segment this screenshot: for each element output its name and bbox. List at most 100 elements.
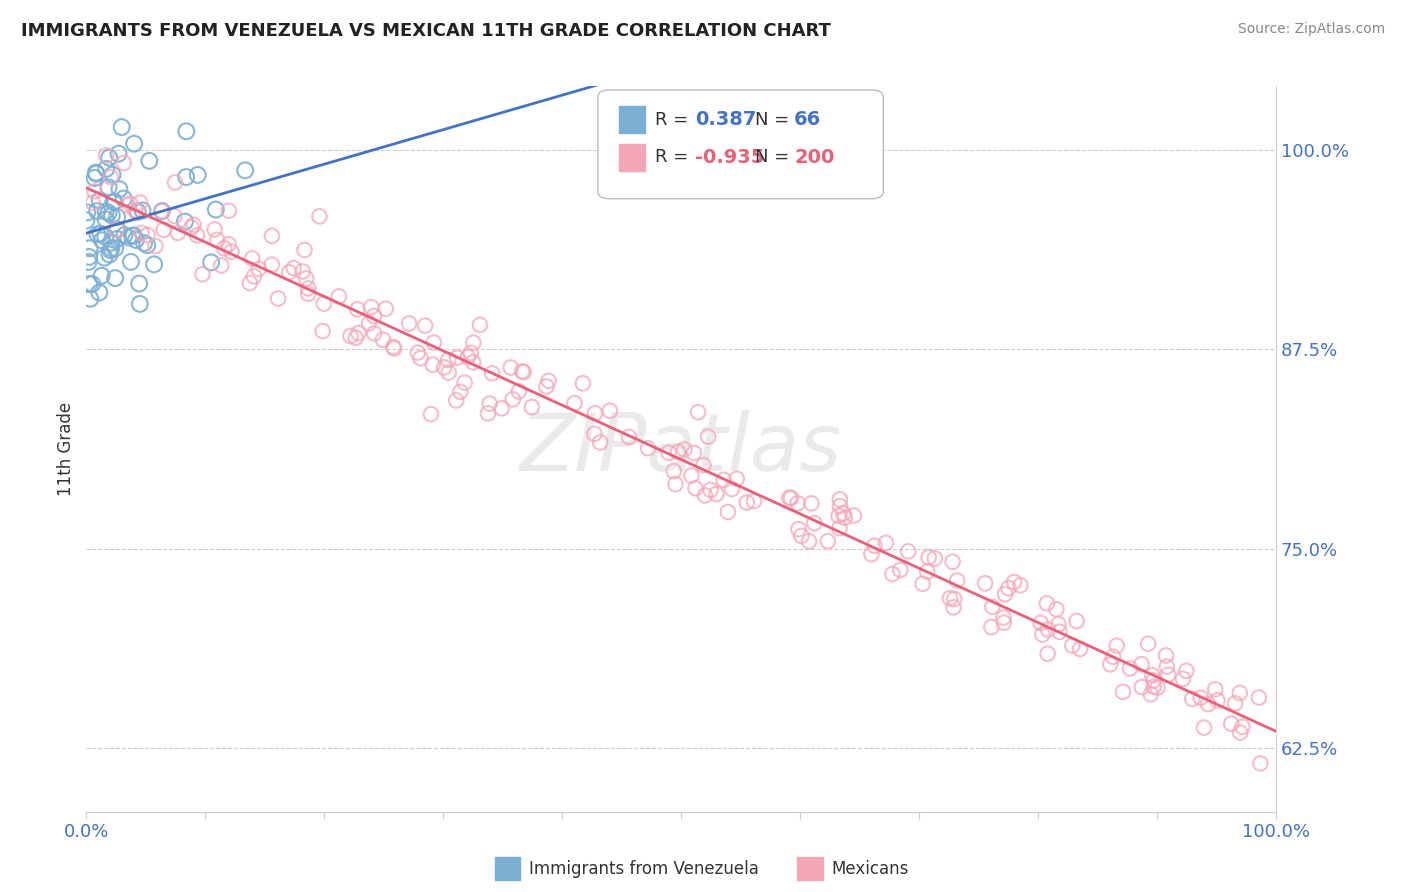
Point bbox=[993, 610, 1015, 624]
Point bbox=[617, 430, 640, 444]
Point bbox=[413, 318, 436, 333]
Point bbox=[997, 581, 1019, 595]
Point bbox=[1105, 639, 1128, 653]
Point bbox=[828, 521, 851, 535]
Point bbox=[502, 392, 524, 407]
Point bbox=[1137, 637, 1160, 651]
Point bbox=[267, 292, 290, 306]
Point bbox=[186, 228, 208, 243]
Point bbox=[981, 599, 1004, 614]
Point bbox=[939, 591, 962, 606]
Point bbox=[105, 210, 128, 224]
Point bbox=[1119, 661, 1142, 675]
Point bbox=[832, 507, 855, 521]
Point bbox=[564, 396, 586, 410]
Point bbox=[83, 170, 105, 185]
Point bbox=[583, 406, 606, 420]
FancyBboxPatch shape bbox=[619, 144, 645, 171]
Point bbox=[1002, 574, 1025, 589]
Point bbox=[209, 259, 232, 273]
Point bbox=[1102, 649, 1125, 664]
Point bbox=[163, 209, 186, 223]
Point bbox=[105, 223, 128, 237]
Point bbox=[1197, 697, 1219, 711]
Point bbox=[1069, 642, 1091, 657]
Point bbox=[260, 228, 283, 243]
Point bbox=[295, 271, 318, 285]
Point bbox=[446, 351, 468, 365]
Text: N =: N = bbox=[755, 148, 789, 167]
Point bbox=[382, 342, 405, 356]
Point bbox=[283, 260, 305, 275]
Point bbox=[786, 496, 808, 510]
Point bbox=[77, 255, 100, 269]
Point bbox=[537, 374, 560, 388]
Point bbox=[1036, 596, 1059, 610]
Point bbox=[742, 494, 765, 508]
Point bbox=[463, 355, 485, 369]
Text: IMMIGRANTS FROM VENEZUELA VS MEXICAN 11TH GRADE CORRELATION CHART: IMMIGRANTS FROM VENEZUELA VS MEXICAN 11T… bbox=[21, 22, 831, 40]
Point bbox=[446, 393, 468, 408]
Point bbox=[89, 193, 111, 207]
Point bbox=[93, 251, 115, 265]
Point bbox=[693, 488, 716, 502]
Point bbox=[453, 376, 475, 390]
Point bbox=[423, 335, 446, 350]
Point bbox=[572, 376, 595, 391]
Point bbox=[107, 146, 129, 161]
Point bbox=[863, 539, 886, 553]
Point bbox=[697, 429, 720, 443]
Point bbox=[658, 446, 681, 460]
Point bbox=[1229, 725, 1251, 739]
Point bbox=[108, 182, 131, 196]
Point bbox=[1029, 615, 1052, 630]
Point bbox=[100, 235, 122, 250]
Point bbox=[91, 233, 114, 247]
Point bbox=[1247, 690, 1270, 705]
Point bbox=[233, 163, 256, 178]
Point bbox=[131, 203, 153, 218]
Point bbox=[294, 243, 316, 257]
Point bbox=[150, 204, 173, 219]
Point bbox=[1189, 690, 1212, 705]
Point bbox=[328, 289, 350, 303]
Point bbox=[120, 196, 142, 211]
Point bbox=[100, 241, 122, 255]
Point bbox=[787, 522, 810, 536]
Point bbox=[673, 442, 696, 457]
Point bbox=[1181, 692, 1204, 706]
Text: 0.387: 0.387 bbox=[696, 111, 756, 129]
Point bbox=[924, 551, 946, 566]
Point bbox=[946, 574, 969, 588]
Point bbox=[83, 185, 105, 199]
Point bbox=[1229, 686, 1251, 700]
Point bbox=[339, 329, 361, 343]
Point bbox=[433, 360, 456, 375]
Point bbox=[98, 247, 121, 261]
Point bbox=[463, 335, 485, 350]
Point bbox=[105, 222, 128, 236]
Point bbox=[875, 536, 897, 550]
Point bbox=[508, 384, 530, 399]
Point bbox=[827, 508, 849, 523]
Point bbox=[942, 555, 965, 569]
Point bbox=[128, 277, 150, 291]
Point bbox=[344, 331, 367, 345]
Point bbox=[183, 218, 205, 232]
Point bbox=[457, 350, 479, 364]
Point bbox=[1154, 648, 1177, 663]
Point bbox=[90, 268, 112, 283]
Point bbox=[1036, 647, 1059, 661]
Text: R =: R = bbox=[655, 148, 688, 167]
Point bbox=[889, 563, 911, 577]
Point bbox=[79, 241, 101, 255]
Point bbox=[662, 464, 685, 478]
Point bbox=[420, 407, 443, 421]
Point bbox=[218, 203, 240, 218]
Point bbox=[666, 445, 689, 459]
Point bbox=[382, 340, 405, 354]
Point bbox=[778, 491, 800, 505]
Point bbox=[86, 204, 108, 219]
Point bbox=[121, 229, 143, 244]
Point bbox=[260, 258, 283, 272]
